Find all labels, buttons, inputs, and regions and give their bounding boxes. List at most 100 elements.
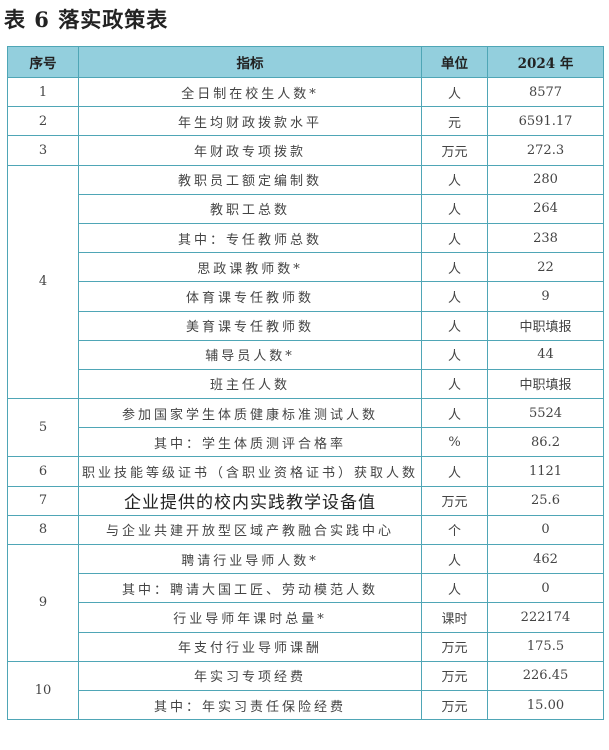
indicator-cell: 全日制在校生人数*: [78, 76, 422, 108]
policy-table: 序号 指标 单位 2024 年 1 全日制在校生人数* 人 8577 2 年生均财政拨款水…: [7, 46, 604, 721]
indicator-cell: 美育课专任教师数: [78, 310, 422, 341]
unit-cell: 人: [421, 573, 488, 604]
table-row: 2 年生均财政拨款水平元 6591.17: [7, 106, 604, 137]
table-row: 思政课教师数* 人 22: [8, 252, 604, 283]
indicator-cell: 其中：聘请大国工匠、劳动模范人数: [78, 573, 422, 604]
table-row: 1 全日制在校生人数* 人 8577: [7, 76, 604, 108]
indicator-cell: 聘请行业导师人数*: [78, 543, 422, 575]
indicator-cell: 行业导师年课时总量*: [78, 602, 422, 633]
table-row: 教职工总数人 264: [8, 193, 604, 224]
indicator-cell: 参加国家学生体质健康标准测试人数: [78, 398, 422, 429]
indicator-cell: 班主任人数: [78, 368, 422, 400]
indicator-cell: 其中：学生体质测评合格率: [78, 427, 422, 458]
indicator-cell: 思政课教师数*: [78, 252, 422, 283]
row-number: 6: [7, 456, 79, 487]
value-cell: 272.3: [487, 135, 604, 166]
table-row: 8 与企业共建开放型区域产教融合实践中心个 0: [7, 514, 604, 546]
value-cell: 0: [487, 514, 604, 546]
indicator-cell: 辅导员人数*: [78, 339, 422, 370]
value-cell: 15.00: [487, 689, 604, 721]
value-cell: 226.45: [487, 660, 604, 691]
table-row: 班主任人数人中职填报: [8, 368, 604, 400]
unit-cell: 万元: [421, 631, 488, 662]
value-cell: 8577: [487, 76, 604, 108]
unit-cell: %: [421, 427, 488, 458]
unit-cell: 个: [421, 514, 488, 546]
table-row: 7 企业提供的校内实践教学设备值 万元 25.6: [7, 485, 604, 516]
value-cell: 222174: [487, 602, 604, 633]
header-row: 序号 指标 单位 2024 年: [7, 46, 604, 78]
row-number: 1: [7, 76, 79, 108]
indicator-cell: 年实习专项经费: [78, 660, 422, 691]
table-row: 美育课专任教师数人中职填报: [8, 310, 604, 341]
table-row: 体育课专任教师数人 9: [8, 281, 604, 312]
col-header-no: 序号: [7, 46, 79, 78]
value-cell: 175.5: [487, 631, 604, 662]
table-row: 9 聘请行业导师人数* 人 462: [7, 543, 604, 662]
value-cell: 462: [487, 543, 604, 575]
indicator-cell: 企业提供的校内实践教学设备值: [78, 485, 422, 516]
row-number: 7: [7, 485, 79, 516]
indicator-cell: 教职工总数: [78, 193, 422, 224]
value-cell: 5524: [487, 398, 604, 429]
table-row: 辅导员人数* 人 44: [8, 339, 604, 370]
col-header-unit: 单位: [421, 46, 488, 78]
table-row: 其中：学生体质测评合格率% 86.2: [8, 427, 604, 458]
row-number: 9: [7, 544, 79, 662]
value-cell: 中职填报: [487, 310, 604, 341]
unit-cell: 人: [421, 339, 488, 370]
value-cell: 86.2: [487, 427, 604, 458]
unit-cell: 人: [421, 164, 488, 195]
unit-cell: 元: [421, 106, 488, 137]
row-number: 2: [7, 106, 79, 137]
table-title: 表 6 落实政策表: [4, 7, 169, 32]
table-row: 3 年财政专项拨款 万元 272.3: [7, 135, 604, 166]
indicator-cell: 年支付行业导师课酬: [78, 631, 422, 662]
table-row: 5 参加国家学生体质健康标准测试人数人 5524: [7, 398, 604, 458]
unit-cell: 人: [421, 193, 488, 224]
value-cell: 44: [487, 339, 604, 370]
indicator-cell: 与企业共建开放型区域产教融合实践中心: [78, 514, 422, 546]
unit-cell: 人: [421, 222, 488, 254]
value-cell: 22: [487, 252, 604, 283]
unit-cell: 人: [421, 281, 488, 312]
row-number: 5: [7, 398, 79, 458]
col-header-year: 2024 年: [487, 46, 604, 78]
row-number: 3: [7, 135, 79, 166]
unit-cell: 人: [421, 543, 488, 575]
value-cell: 0: [487, 573, 604, 604]
unit-cell: 人: [421, 76, 488, 108]
row-number: 10: [7, 660, 79, 721]
row-number: 8: [7, 514, 79, 546]
table-row: 6 职业技能等级证书（含职业资格证书）获取人数人 1121: [7, 456, 604, 487]
indicator-cell: 体育课专任教师数: [78, 281, 422, 312]
unit-cell: 课时: [421, 602, 488, 633]
value-cell: 25.6: [487, 485, 604, 516]
table-row: 年支付行业导师课酬 万元 175.5: [8, 631, 604, 662]
value-cell: 中职填报: [487, 368, 604, 400]
value-cell: 6591.17: [487, 106, 604, 137]
table-row: 4 教职员工额定编制数人 280: [7, 164, 604, 400]
value-cell: 264: [487, 193, 604, 224]
unit-cell: 万元: [421, 485, 488, 516]
col-header-indicator: 指标: [78, 46, 422, 78]
table-row: 10 年实习专项经费 万元 226.45: [7, 660, 604, 721]
unit-cell: 人: [421, 368, 488, 400]
row-number: 4: [7, 164, 79, 400]
indicator-cell: 教职员工额定编制数: [78, 164, 422, 195]
indicator-cell: 职业技能等级证书（含职业资格证书）获取人数: [78, 456, 422, 487]
value-cell: 1121: [487, 456, 604, 487]
unit-cell: 万元: [421, 660, 488, 691]
value-cell: 238: [487, 222, 604, 254]
indicator-cell: 其中：专任教师总数: [78, 222, 422, 254]
indicator-cell: 其中：年实习责任保险经费: [78, 689, 422, 721]
unit-cell: 人: [421, 252, 488, 283]
unit-cell: 万元: [421, 135, 488, 166]
unit-cell: 人: [421, 310, 488, 341]
value-cell: 280: [487, 164, 604, 195]
table-row: 其中：聘请大国工匠、劳动模范人数人 0: [8, 573, 604, 604]
table-row: 其中：年实习责任保险经费 万元 15.00: [8, 689, 604, 721]
table-row: 其中：专任教师总数人 238: [8, 222, 604, 254]
indicator-cell: 年生均财政拨款水平: [78, 106, 422, 137]
unit-cell: 万元: [421, 689, 488, 721]
